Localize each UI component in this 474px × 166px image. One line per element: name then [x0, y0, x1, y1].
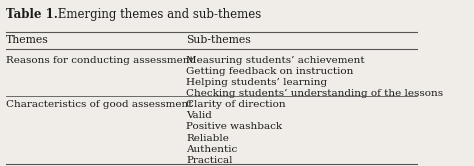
- Text: Authentic: Authentic: [186, 145, 237, 154]
- Text: Characteristics of good assessment: Characteristics of good assessment: [6, 100, 192, 109]
- Text: Checking students’ understanding of the lessons: Checking students’ understanding of the …: [186, 89, 443, 98]
- Text: Helping students’ learning: Helping students’ learning: [186, 78, 327, 87]
- Text: Positive washback: Positive washback: [186, 123, 282, 131]
- Text: Themes: Themes: [6, 35, 48, 45]
- Text: Practical: Practical: [186, 156, 233, 165]
- Text: Table 1.: Table 1.: [6, 8, 57, 21]
- Text: Reliable: Reliable: [186, 134, 229, 143]
- Text: Measuring students’ achievement: Measuring students’ achievement: [186, 56, 365, 65]
- Text: Valid: Valid: [186, 111, 212, 120]
- Text: Sub-themes: Sub-themes: [186, 35, 251, 45]
- Text: Emerging themes and sub-themes: Emerging themes and sub-themes: [54, 8, 261, 21]
- Text: Reasons for conducting assessment: Reasons for conducting assessment: [6, 56, 193, 65]
- Text: Clarity of direction: Clarity of direction: [186, 100, 286, 109]
- Text: Getting feedback on instruction: Getting feedback on instruction: [186, 67, 354, 76]
